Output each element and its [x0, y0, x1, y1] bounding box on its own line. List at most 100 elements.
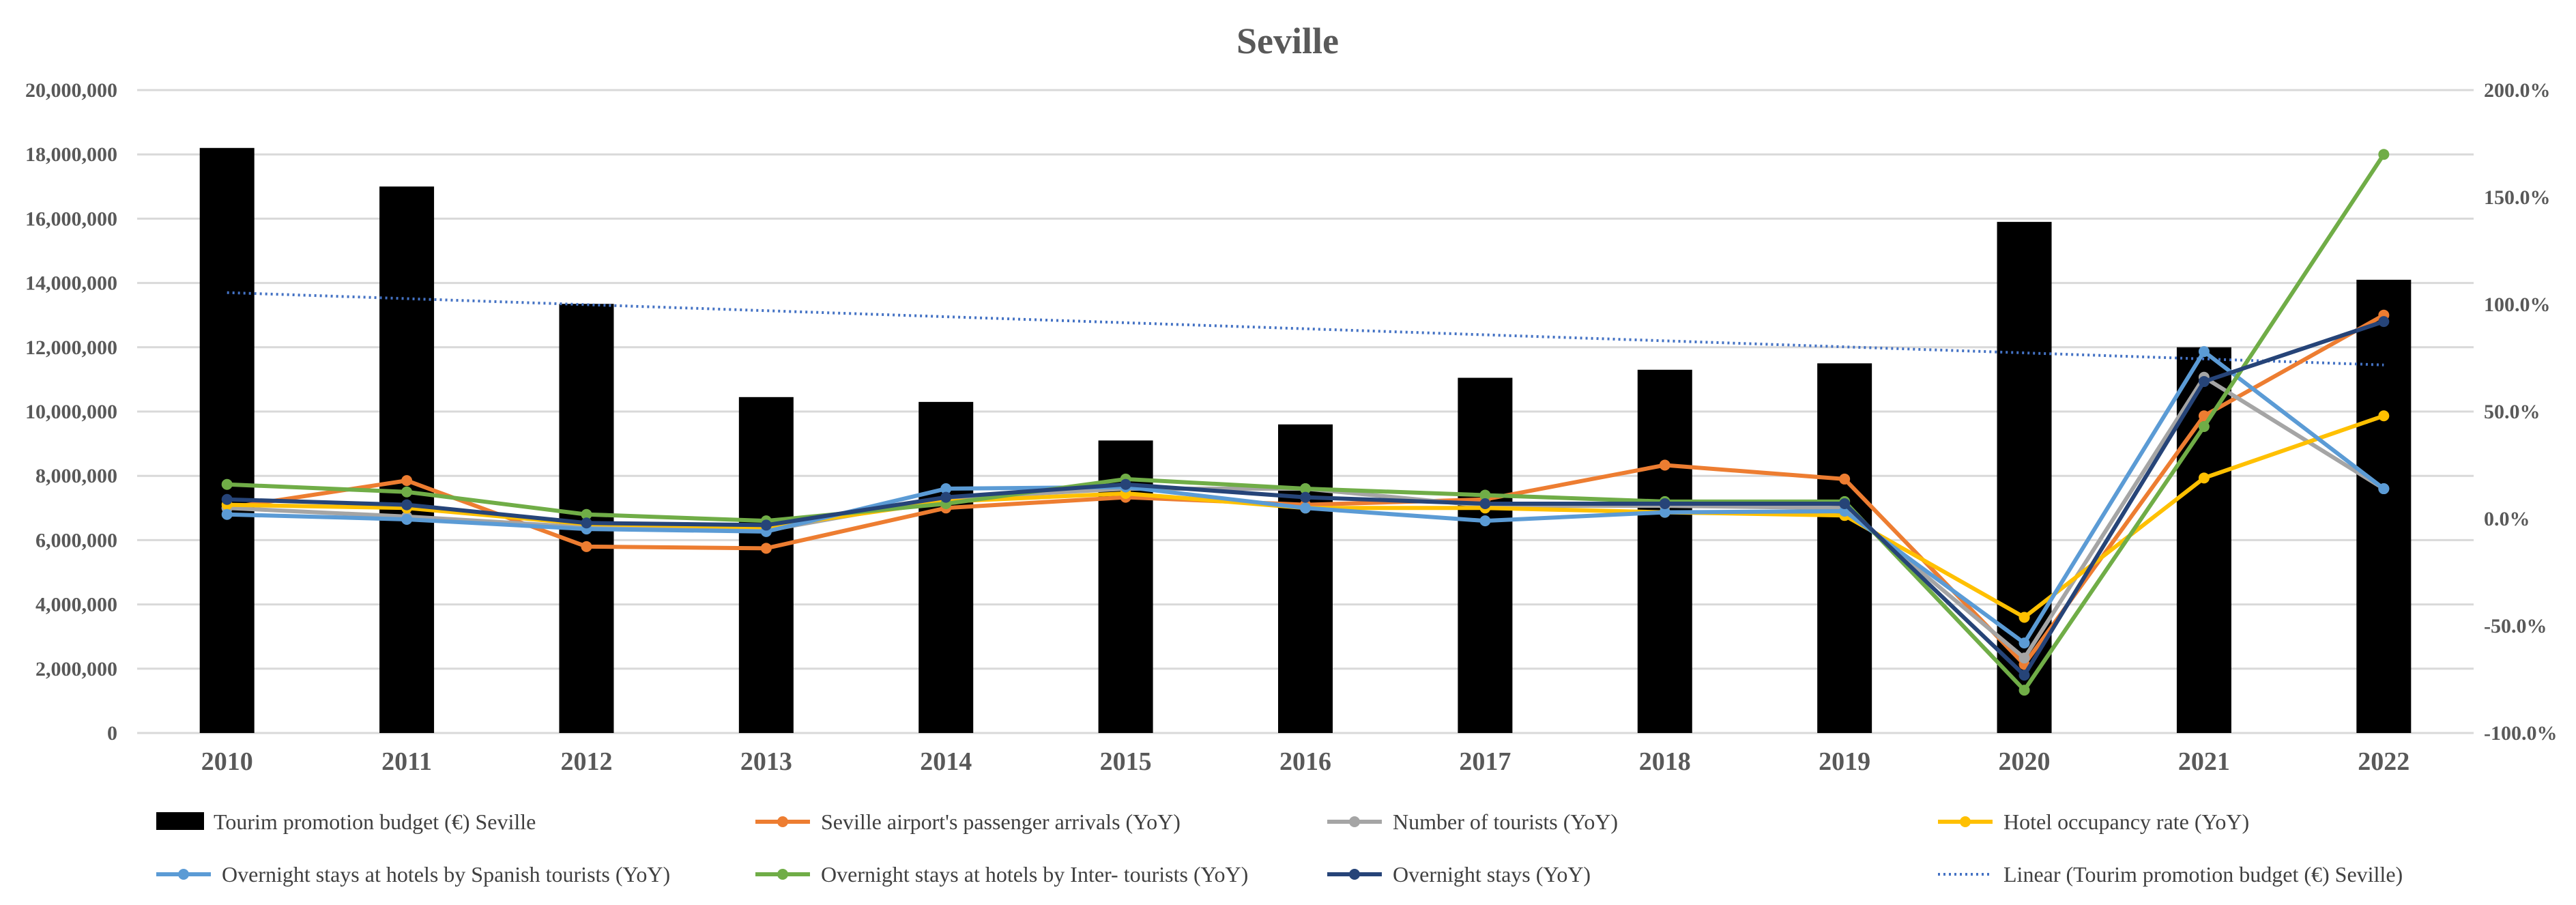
- x-tick-label: 2022: [2358, 747, 2409, 776]
- right-tick-label: -50.0%: [2484, 615, 2547, 637]
- left-tick-label: 0: [107, 722, 117, 745]
- series-0-point-2021: [2198, 410, 2210, 422]
- series-4-point-2016: [1300, 483, 1311, 495]
- trendline: [227, 291, 2384, 367]
- series-5-point-2015: [1120, 478, 1131, 490]
- series-0-point-2012: [581, 541, 592, 552]
- legend-label: Hotel occupancy rate (YoY): [2003, 809, 2249, 834]
- series-4-point-2010: [221, 478, 233, 490]
- legend-label: Overnight stays (YoY): [1393, 862, 1591, 887]
- bar-2010: [199, 147, 255, 733]
- series-3-point-2021: [2198, 346, 2210, 358]
- legend-marker: [1349, 816, 1360, 827]
- legend-label: Overnight stays at hotels by Spanish tou…: [222, 862, 670, 887]
- series-5-point-2019: [1839, 498, 1851, 510]
- series-4-point-2022: [2378, 149, 2390, 160]
- series-3-point-2018: [1659, 506, 1670, 518]
- x-tick-label: 2013: [740, 747, 792, 776]
- left-axis: 0 2,000,000 4,000,000 6,000,000 8,000,000 10,…: [25, 79, 117, 745]
- series-5-point-2012: [581, 517, 592, 529]
- chart-title: Seville: [1236, 20, 1339, 61]
- x-tick-label: 2015: [1100, 747, 1152, 776]
- x-tick-label: 2011: [381, 747, 432, 776]
- series-4-point-2012: [581, 508, 592, 520]
- legend-swatch: [156, 812, 204, 830]
- series-5-point-2022: [2378, 316, 2390, 328]
- legend-label: Overnight stays at hotels by Inter- tour…: [821, 862, 1248, 887]
- bar-2018: [1637, 369, 1692, 733]
- series-2-point-2021: [2198, 472, 2210, 484]
- series-5-point-2016: [1300, 491, 1311, 503]
- x-axis: 2010 2011 2012 2013 2014 2015 2016 2017 2018 2019…: [201, 747, 2410, 776]
- left-tick-label: 16,000,000: [25, 207, 117, 230]
- left-tick-label: 6,000,000: [35, 529, 117, 551]
- series-3-point-2020: [2018, 637, 2030, 649]
- bars: [199, 147, 2412, 734]
- x-tick-label: 2012: [560, 747, 612, 776]
- left-tick-label: 2,000,000: [35, 658, 117, 680]
- series-3-point-2016: [1300, 502, 1311, 514]
- series-3-point-2014: [940, 483, 952, 495]
- right-tick-label: 0.0%: [2484, 508, 2530, 530]
- series-5-point-2021: [2198, 376, 2210, 388]
- legend-marker: [178, 869, 189, 880]
- series-5-point-2014: [940, 491, 952, 503]
- left-tick-label: 4,000,000: [35, 594, 117, 616]
- legend-label: Linear (Tourim promotion budget (€) Sevi…: [2003, 862, 2403, 887]
- legend-marker: [777, 869, 788, 880]
- series-3-point-2011: [401, 513, 413, 525]
- legend: Tourim promotion budget (€) Seville Sevil…: [156, 809, 2403, 887]
- x-tick-label: 2021: [2178, 747, 2230, 776]
- series-4-point-2020: [2018, 685, 2030, 696]
- right-axis: -100.0% -50.0% 0.0% 50.0% 100.0% 150.0% 200.0%: [2484, 79, 2558, 745]
- series-3-point-2017: [1479, 515, 1491, 527]
- series-0-point-2013: [760, 543, 772, 554]
- series-0-point-2018: [1659, 459, 1670, 471]
- left-tick-label: 20,000,000: [25, 79, 117, 102]
- series-5-point-2011: [401, 499, 413, 511]
- series-5-point-2020: [2018, 670, 2030, 681]
- series-5-point-2018: [1659, 498, 1670, 510]
- legend-marker: [1960, 816, 1971, 827]
- legend-marker: [777, 816, 788, 827]
- legend-label: Number of tourists (YoY): [1393, 809, 1618, 834]
- series-4-point-2017: [1479, 489, 1491, 501]
- left-tick-label: 18,000,000: [25, 143, 117, 166]
- line-series: [221, 149, 2390, 696]
- series-2-point-2020: [2018, 612, 2030, 623]
- series-0-point-2019: [1839, 473, 1851, 485]
- left-tick-label: 8,000,000: [35, 465, 117, 487]
- left-tick-label: 12,000,000: [25, 336, 117, 359]
- x-tick-label: 2019: [1819, 747, 1870, 776]
- legend-label: Tourim promotion budget (€) Seville: [214, 809, 536, 834]
- series-3-point-2022: [2378, 483, 2390, 495]
- trendline-line: [227, 291, 2384, 367]
- x-tick-label: 2020: [1999, 747, 2051, 776]
- bar-2014: [918, 401, 974, 733]
- right-tick-label: 200.0%: [2484, 79, 2551, 102]
- x-tick-label: 2016: [1279, 747, 1331, 776]
- right-tick-label: 50.0%: [2484, 401, 2541, 423]
- bar-2013: [738, 397, 794, 733]
- bar-2022: [2356, 279, 2412, 733]
- series-5-point-2017: [1479, 498, 1491, 510]
- series-5-point-2013: [760, 519, 772, 531]
- right-tick-label: 100.0%: [2484, 293, 2551, 316]
- right-tick-label: 150.0%: [2484, 186, 2551, 209]
- bar-2017: [1458, 377, 1513, 733]
- x-tick-label: 2014: [920, 747, 972, 776]
- series-4-point-2021: [2198, 420, 2210, 432]
- x-tick-label: 2018: [1639, 747, 1691, 776]
- legend-label: Seville airport's passenger arrivals (Yo…: [821, 809, 1181, 834]
- series-0-point-2011: [401, 475, 413, 487]
- bar-2016: [1278, 424, 1333, 733]
- left-tick-label: 10,000,000: [25, 401, 117, 423]
- series-4-point-2011: [401, 486, 413, 498]
- series-5-point-2010: [221, 493, 233, 505]
- bar-2011: [379, 186, 435, 733]
- left-tick-label: 14,000,000: [25, 272, 117, 295]
- series-3-point-2010: [221, 508, 233, 520]
- right-tick-label: -100.0%: [2484, 722, 2558, 745]
- legend-marker: [1349, 869, 1360, 880]
